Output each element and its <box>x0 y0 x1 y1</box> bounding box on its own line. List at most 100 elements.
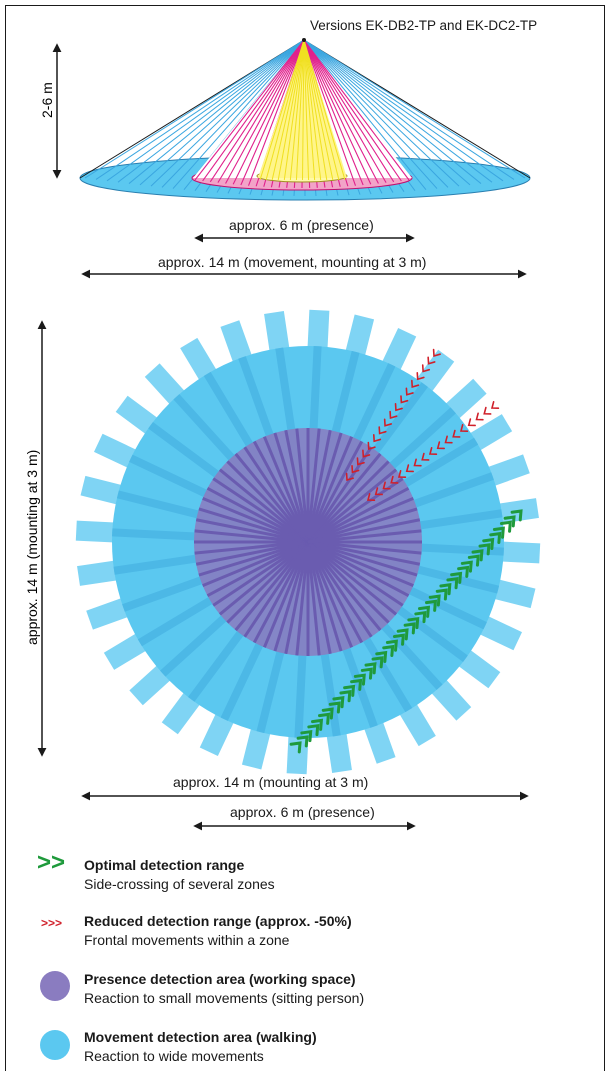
optimal-chevron <box>471 549 484 562</box>
presence-ray <box>212 477 309 544</box>
optimal-chevron <box>396 628 409 641</box>
reduced-chevron <box>366 493 376 502</box>
optimal-chevron <box>418 605 431 618</box>
core-cone-line <box>303 39 340 181</box>
presence-ray <box>198 507 309 544</box>
optimal-detection-subtitle: Side-crossing of several zones <box>84 876 275 892</box>
reduced-chevron <box>452 429 461 438</box>
reduced-chevron <box>444 435 453 444</box>
presence-ray <box>307 529 422 544</box>
reduced-chevron <box>416 372 425 381</box>
optimal-chevron <box>503 515 516 528</box>
presence-ray <box>252 440 310 543</box>
optimal-chevron <box>289 741 302 754</box>
presence-cone-line <box>303 39 364 186</box>
presence-ray <box>198 540 309 577</box>
movement-cone-line <box>128 39 305 184</box>
presence-ray <box>307 540 414 588</box>
optimal-chevron <box>492 526 505 539</box>
reduced-chevron <box>427 356 436 365</box>
reduced-chevron <box>411 379 420 389</box>
optimal-chevron <box>457 565 470 578</box>
core-cone-line <box>303 39 316 181</box>
presence-ray <box>194 529 309 544</box>
presence-ray <box>234 452 310 543</box>
presence-ray <box>194 540 309 555</box>
presence-ray <box>273 432 310 543</box>
optimal-chevron <box>478 543 491 556</box>
presence-cone-line <box>225 39 305 184</box>
presence-ray <box>306 436 354 543</box>
optimal-chevron <box>425 599 438 612</box>
movement-cone-line <box>95 39 305 180</box>
presence-ray <box>306 440 364 543</box>
presence-ray <box>306 460 390 544</box>
optimal-chevron <box>382 644 395 658</box>
movement-cone-line <box>303 39 449 188</box>
presence-ray <box>306 432 343 543</box>
presence-ray <box>306 541 332 655</box>
optimal-chevron <box>328 701 341 714</box>
presence-cone-line <box>303 39 410 181</box>
optimal-chevron <box>375 650 388 664</box>
movement-cone-line <box>117 39 305 183</box>
reduced-chevron <box>383 418 393 427</box>
presence-ray <box>306 452 382 543</box>
reduced-detection-arrows <box>345 348 500 502</box>
presence-ray <box>252 541 310 644</box>
reduced-chevron <box>421 452 430 461</box>
presence-cone-line <box>303 39 379 184</box>
presence-cone-line <box>232 39 305 185</box>
optimal-chevron <box>339 690 352 703</box>
presence-ray <box>295 541 310 656</box>
optimal-chevron <box>364 662 377 675</box>
core-cone-line <box>289 39 305 181</box>
presence-ray <box>284 429 310 543</box>
optimal-chevron <box>360 667 373 680</box>
movement-cone-line <box>106 39 305 182</box>
optimal-chevron <box>499 520 512 533</box>
presence-ray <box>218 540 309 616</box>
reduced-chevron <box>475 412 484 421</box>
presence-ray <box>307 540 418 577</box>
presence-ray <box>307 540 404 607</box>
presence-ray <box>273 541 310 652</box>
movement-cone-line <box>303 39 504 182</box>
presence-cone-line <box>303 39 402 182</box>
reduced-chevron <box>405 464 414 473</box>
presence-ray <box>262 541 310 648</box>
optimal-chevron <box>392 633 405 646</box>
presence-cone-line <box>303 39 357 186</box>
reduced-chevron <box>372 434 382 443</box>
core-cone-line <box>303 39 346 181</box>
optimal-chevron <box>332 696 345 709</box>
movement-cone-line <box>303 39 438 189</box>
reduced-chevron <box>382 481 391 490</box>
presence-ray <box>306 540 390 624</box>
movement-cone-line <box>303 39 526 179</box>
presence-cone-line <box>247 39 305 186</box>
reduced-chevron <box>367 441 376 451</box>
presence-ray <box>206 540 309 598</box>
optimal-chevron <box>450 571 463 584</box>
side-view: 2-6 m <box>39 38 531 279</box>
optimal-chevron <box>428 594 441 607</box>
presence-ray <box>307 518 421 544</box>
reduced-chevron <box>421 364 431 373</box>
presence-area-subtitle: Reaction to small movements (sitting per… <box>84 990 365 1006</box>
presence-ray <box>306 541 343 652</box>
core-cone-line <box>265 39 305 181</box>
presence-ray <box>295 428 310 543</box>
movement-cone-line <box>303 39 493 183</box>
core-cone-line <box>303 39 334 181</box>
optimal-chevron <box>467 554 480 567</box>
diagram-frame <box>5 5 605 1071</box>
movement-cone-line <box>150 39 305 187</box>
reduced-chevron <box>351 465 360 474</box>
presence-ray <box>212 540 309 607</box>
presence-ray <box>307 507 418 544</box>
presence-cone-line <box>303 39 395 183</box>
optimal-chevron <box>414 610 427 624</box>
reduced-chevron <box>459 424 469 433</box>
core-cone-line <box>283 39 305 181</box>
